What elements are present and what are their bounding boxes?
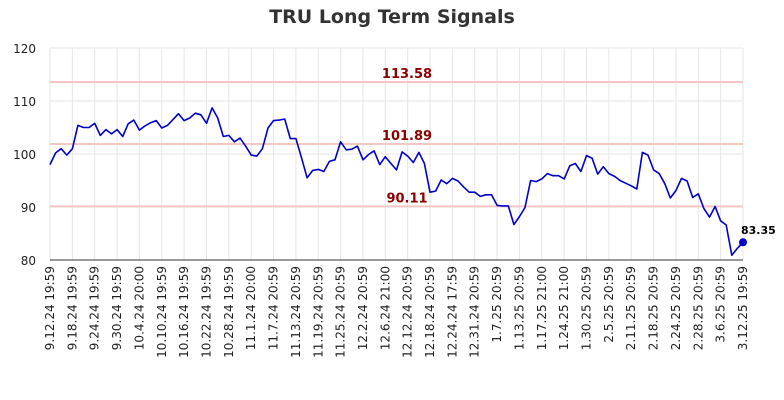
y-tick-label: 110 xyxy=(13,95,36,109)
x-tick-label: 11.1.24 20:00 xyxy=(244,266,258,350)
y-tick-label: 80 xyxy=(21,254,36,268)
signal-label: 101.89 xyxy=(382,129,432,144)
x-tick-label: 2.28.25 20:59 xyxy=(691,266,705,350)
signal-label: 113.58 xyxy=(382,67,432,82)
x-tick-label: 1.13.25 20:59 xyxy=(512,266,526,350)
x-tick-label: 12.6.24 21:00 xyxy=(378,266,392,350)
y-tick-label: 90 xyxy=(21,201,36,215)
x-tick-label: 9.18.24 19:59 xyxy=(65,266,79,350)
x-tick-label: 1.30.25 20:59 xyxy=(580,266,594,350)
last-point-label: 83.35 xyxy=(741,224,776,237)
x-tick-label: 1.17.25 21:00 xyxy=(535,266,549,350)
x-tick-label: 9.30.24 19:59 xyxy=(110,266,124,350)
x-tick-label: 1.7.25 20:59 xyxy=(490,266,504,343)
x-tick-label: 10.22.24 19:59 xyxy=(199,266,213,358)
x-tick-label: 10.4.24 20:00 xyxy=(132,266,146,350)
x-tick-label: 12.24.24 17:59 xyxy=(445,266,459,358)
x-tick-label: 12.2.24 20:59 xyxy=(356,266,370,350)
x-tick-label: 2.18.25 20:59 xyxy=(647,266,661,350)
x-tick-label: 2.11.25 20:59 xyxy=(624,266,638,350)
x-tick-label: 1.24.25 21:00 xyxy=(557,266,571,350)
x-tick-label: 12.12.24 20:59 xyxy=(401,266,415,358)
x-tick-label: 2.5.25 20:59 xyxy=(602,266,616,343)
y-tick-label: 100 xyxy=(13,148,36,162)
x-tick-label: 2.24.25 20:59 xyxy=(669,266,683,350)
x-tick-label: 9.24.24 19:59 xyxy=(88,266,102,350)
x-tick-label: 9.12.24 19:59 xyxy=(43,266,57,350)
x-tick-label: 10.10.24 19:59 xyxy=(155,266,169,358)
last-point-marker xyxy=(739,238,747,247)
x-tick-label: 11.13.24 20:59 xyxy=(289,266,303,358)
x-tick-label: 11.7.24 20:59 xyxy=(267,266,281,350)
x-tick-label: 10.16.24 19:59 xyxy=(177,266,191,358)
signal-label: 90.11 xyxy=(386,191,427,206)
x-tick-label: 12.18.24 20:59 xyxy=(423,266,437,358)
x-tick-label: 3.6.25 20:59 xyxy=(714,266,728,343)
y-tick-label: 120 xyxy=(13,42,36,56)
x-tick-label: 3.12.25 19:59 xyxy=(736,266,750,350)
x-tick-label: 11.19.24 20:59 xyxy=(311,266,325,358)
price-series-line xyxy=(49,107,744,256)
x-tick-label: 10.28.24 19:59 xyxy=(222,266,236,358)
x-tick-label: 12.31.24 20:59 xyxy=(468,266,482,358)
x-tick-label: 11.25.24 20:59 xyxy=(334,266,348,358)
chart-title: TRU Long Term Signals xyxy=(269,6,515,28)
